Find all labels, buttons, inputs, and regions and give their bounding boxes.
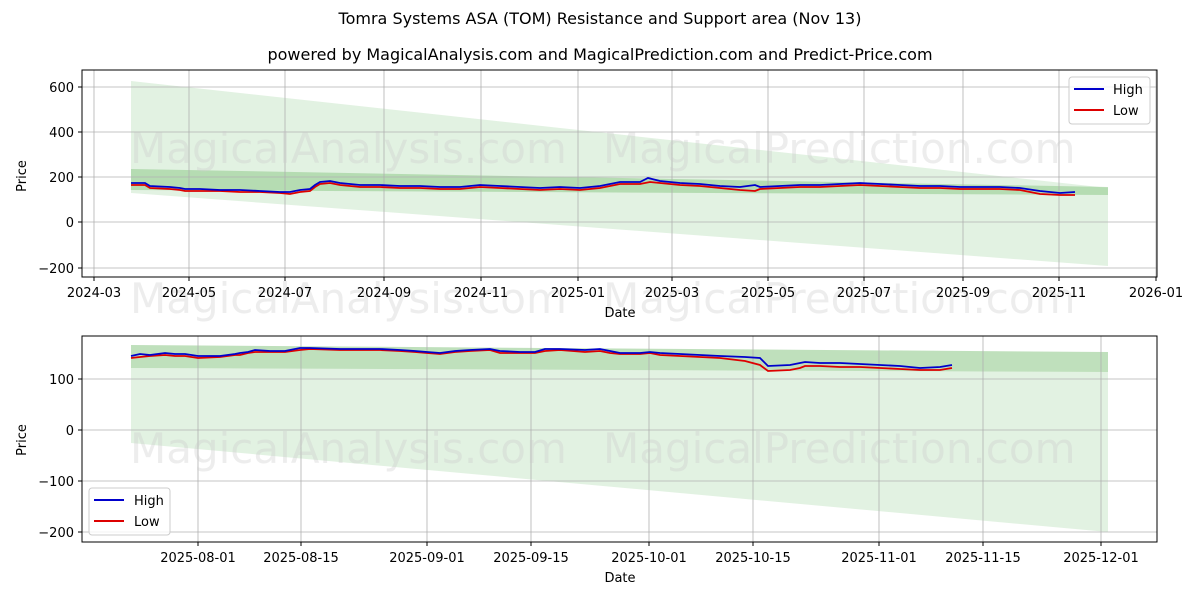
bottom-ytick: −200 — [38, 526, 74, 541]
chart-subtitle: powered by MagicalAnalysis.com and Magic… — [267, 45, 933, 64]
bottom-ytick: 100 — [49, 373, 74, 388]
top-xlabel: Date — [604, 306, 635, 321]
top-ylabel: Price — [15, 160, 30, 192]
bottom-xtick: 2025-10-01 — [611, 551, 687, 566]
legend-low-label: Low — [134, 515, 160, 530]
bottom-ylabel: Price — [15, 424, 30, 456]
grid — [82, 336, 1157, 542]
top-chart: MagicalAnalysis.com MagicalPrediction.co… — [15, 69, 1183, 323]
bottom-xtick: 2025-08-01 — [160, 551, 236, 566]
high-line — [131, 177, 1076, 194]
bottom-xtick: 2025-10-15 — [715, 551, 791, 566]
bottom-chart: MagicalAnalysis.com MagicalPrediction.co… — [15, 335, 1158, 586]
bottom-xtick: 2025-09-15 — [493, 551, 569, 566]
low-line — [130, 348, 953, 372]
top-legend: High Low — [1068, 76, 1151, 125]
watermark-left-lower: MagicalAnalysis.com — [130, 274, 567, 323]
top-xtick: 2024-05 — [162, 286, 216, 301]
top-xtick: 2025-11 — [1032, 286, 1086, 301]
top-xtick: 2025-03 — [645, 286, 699, 301]
top-xtick: 2024-09 — [357, 286, 411, 301]
top-ytick: −200 — [38, 262, 74, 277]
top-xtick: 2024-03 — [67, 286, 121, 301]
resistance-band — [131, 345, 1108, 372]
watermark-left: MagicalAnalysis.com — [130, 424, 567, 473]
bottom-xtick: 2025-11-15 — [945, 551, 1021, 566]
top-xtick: 2025-07 — [837, 286, 891, 301]
top-xtick: 2025-01 — [551, 286, 605, 301]
top-xtick: 2024-07 — [258, 286, 312, 301]
legend-high-label: High — [1113, 83, 1143, 98]
watermark-right: MagicalPrediction.com — [603, 424, 1076, 473]
top-ytick: 600 — [49, 81, 74, 96]
bottom-xtick: 2025-12-01 — [1063, 551, 1139, 566]
bottom-xtick: 2025-09-01 — [389, 551, 465, 566]
grid — [82, 70, 1157, 277]
bottom-xlabel: Date — [604, 571, 635, 586]
watermark-right: MagicalPrediction.com — [603, 124, 1076, 173]
bottom-ytick: −100 — [38, 475, 74, 490]
top-xtick: 2025-05 — [741, 286, 795, 301]
top-ytick: 0 — [66, 216, 74, 231]
projection-band — [131, 368, 1108, 532]
top-ytick: 200 — [49, 171, 74, 186]
bottom-ytick: 0 — [66, 424, 74, 439]
bottom-axes-frame — [81, 335, 1158, 543]
top-ytick: 400 — [49, 126, 74, 141]
low-line — [131, 181, 1075, 196]
high-line — [130, 347, 953, 369]
chart-title: Tomra Systems ASA (TOM) Resistance and S… — [338, 9, 862, 28]
legend-high-label: High — [134, 494, 164, 509]
bottom-xtick: 2025-08-15 — [263, 551, 339, 566]
top-xtick: 2025-09 — [936, 286, 990, 301]
bottom-xtick: 2025-11-01 — [841, 551, 917, 566]
watermark-left: MagicalAnalysis.com — [130, 124, 567, 173]
top-axes-frame — [81, 69, 1158, 278]
bottom-legend: High Low — [88, 487, 171, 536]
watermark-right-lower: MagicalPrediction.com — [603, 274, 1076, 323]
legend-low-label: Low — [1113, 104, 1139, 119]
top-xtick: 2024-11 — [454, 286, 508, 301]
top-xtick: 2026-01 — [1129, 286, 1183, 301]
